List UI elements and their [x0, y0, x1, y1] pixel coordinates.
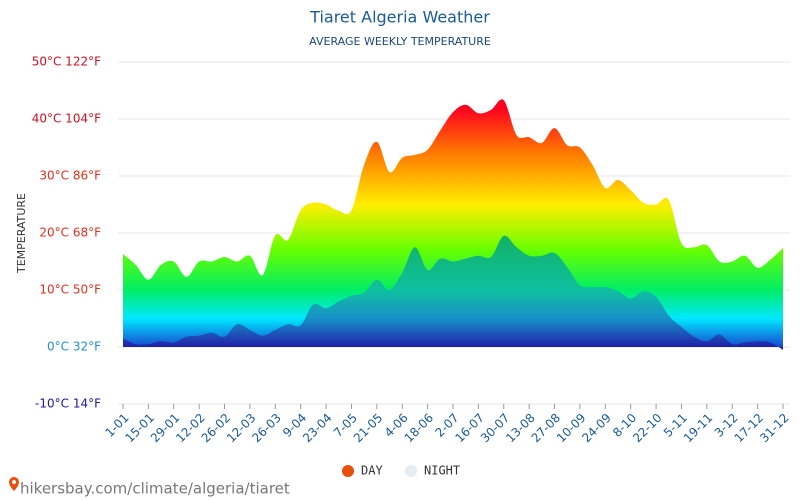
pin-icon: [9, 477, 19, 491]
y-axis-label: TEMPERATURE: [15, 193, 28, 274]
chart-subtitle: AVERAGE WEEKLY TEMPERATURE: [309, 35, 491, 48]
legend-swatch: [405, 465, 417, 477]
legend-label: NIGHT: [424, 464, 460, 478]
x-tick-label: 26-03: [249, 411, 284, 446]
area-day: [123, 99, 783, 347]
legend-label: DAY: [361, 464, 383, 478]
legend: DAY NIGHT: [342, 464, 460, 478]
chart-title: Tiaret Algeria Weather: [309, 8, 490, 27]
x-tick-label: 21-05: [351, 411, 386, 446]
x-tick-label: 18-06: [402, 411, 437, 446]
y-tick-label: 50°C 122°F: [32, 55, 101, 69]
y-tick-label: 20°C 68°F: [39, 226, 101, 240]
x-tick-label: 31-12: [757, 411, 792, 446]
y-tick-label: -10°C 14°F: [35, 397, 101, 411]
y-tick-label: 10°C 50°F: [39, 283, 101, 297]
pin-dot: [12, 480, 16, 484]
x-tick-label: 24-09: [579, 411, 614, 446]
x-tick-label: 23-04: [300, 411, 335, 446]
legend-swatch: [342, 465, 354, 477]
x-tick-label: 19-11: [681, 411, 716, 446]
footer-url: hikersbay.com/climate/algeria/tiaret: [20, 480, 290, 498]
y-tick-label: 30°C 86°F: [39, 169, 101, 183]
area-night: [123, 235, 783, 350]
y-tick-label: 0°C 32°F: [47, 340, 101, 354]
x-tick-label: 22-10: [630, 411, 665, 446]
footer: hikersbay.com/climate/algeria/tiaret: [9, 477, 290, 498]
y-tick-label: 40°C 104°F: [32, 112, 101, 126]
